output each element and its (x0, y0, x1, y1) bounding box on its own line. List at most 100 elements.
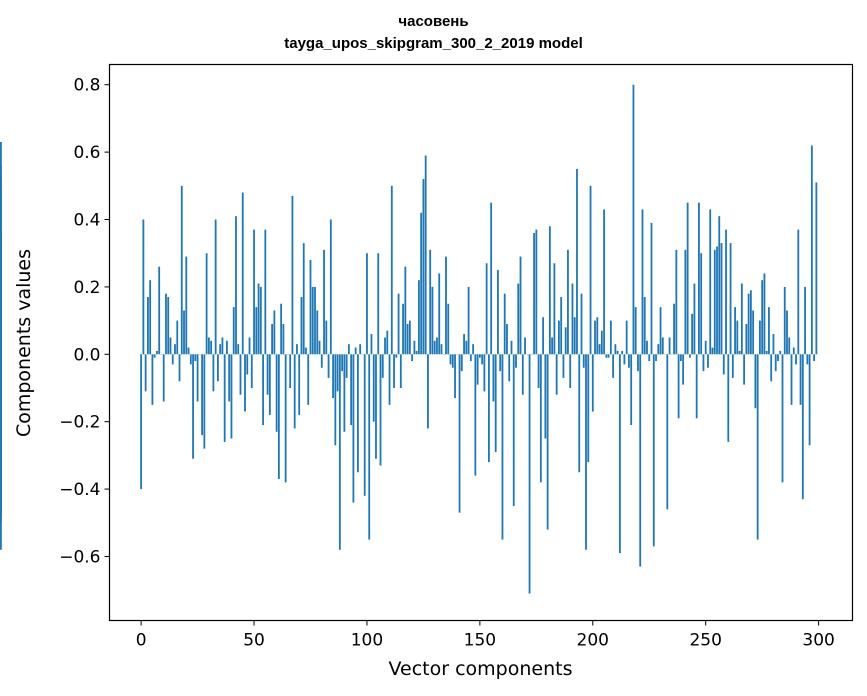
bar (341, 354, 344, 372)
bar (379, 354, 382, 466)
bar (384, 337, 386, 355)
bar (740, 283, 743, 355)
bar (544, 354, 547, 439)
bar (187, 347, 190, 355)
axes-frame (108, 63, 854, 622)
bar (618, 354, 621, 554)
bar (815, 182, 818, 355)
bar (569, 354, 572, 388)
bar (643, 297, 646, 355)
bar (535, 229, 538, 355)
bar (345, 354, 348, 378)
bar (655, 354, 657, 362)
bar (402, 303, 404, 355)
bar (564, 327, 567, 355)
bar (257, 283, 260, 355)
bar (334, 354, 337, 446)
bar (153, 354, 156, 358)
bar (300, 297, 303, 355)
bar (377, 253, 380, 355)
bar (262, 354, 264, 426)
bar (158, 266, 161, 355)
bar (517, 283, 520, 355)
bar (467, 286, 470, 355)
bar (296, 344, 298, 355)
bar (372, 354, 375, 422)
bar (709, 209, 712, 355)
bar (219, 344, 222, 355)
chart-title: часовень (398, 13, 469, 30)
bar (332, 354, 334, 399)
bar (445, 256, 447, 355)
bar (359, 344, 362, 355)
bar (808, 354, 811, 446)
bar (614, 344, 617, 355)
bar (679, 354, 682, 362)
bar (354, 347, 357, 355)
bar (795, 354, 797, 365)
bar (248, 337, 251, 355)
bar (777, 354, 779, 362)
bar (0, 283, 2, 355)
bar (576, 168, 578, 355)
bar (749, 290, 752, 355)
bar (481, 354, 484, 365)
bar (171, 354, 174, 365)
bar (506, 323, 508, 355)
x-axis-label: Vector components (388, 658, 573, 680)
bar (594, 320, 596, 355)
bar (268, 354, 271, 415)
bar (176, 320, 179, 355)
bar (241, 192, 244, 355)
bar (539, 354, 542, 483)
bar (551, 337, 554, 355)
bar (235, 216, 237, 355)
bar (607, 354, 610, 358)
bar (558, 320, 560, 355)
bar (497, 270, 499, 355)
bar (273, 310, 276, 355)
bar (375, 354, 377, 459)
bar (447, 303, 450, 355)
bar (395, 354, 398, 358)
bar (454, 354, 456, 399)
bar (587, 354, 590, 463)
bar (598, 344, 601, 355)
bar (582, 354, 585, 368)
bar (214, 219, 217, 355)
bar (688, 354, 691, 358)
bar (765, 350, 768, 355)
bar (578, 354, 581, 473)
y-tick-label: −0.4 (59, 480, 100, 500)
y-tick-label: −0.6 (59, 547, 100, 567)
bar (307, 354, 310, 405)
bar (652, 354, 655, 547)
bar (420, 212, 423, 355)
bar (718, 216, 721, 355)
bar (519, 256, 522, 355)
bar (282, 323, 285, 355)
bar (142, 219, 145, 355)
bar (677, 354, 680, 419)
bar (555, 354, 558, 395)
bar (474, 354, 477, 476)
bar (429, 249, 432, 355)
y-tick-label: −0.2 (59, 413, 100, 433)
bar (729, 243, 732, 355)
bar (716, 246, 718, 355)
bar (542, 317, 545, 355)
bar (318, 340, 321, 355)
bar (641, 209, 644, 355)
bar (246, 354, 249, 375)
bar (686, 202, 689, 355)
bar (366, 253, 368, 355)
bar (725, 229, 727, 355)
bar (580, 293, 583, 355)
bar (223, 354, 226, 442)
bar (289, 354, 292, 388)
bar (668, 337, 671, 355)
bar (772, 334, 775, 355)
bar (698, 202, 700, 355)
bar (393, 354, 395, 388)
bar (329, 219, 332, 355)
